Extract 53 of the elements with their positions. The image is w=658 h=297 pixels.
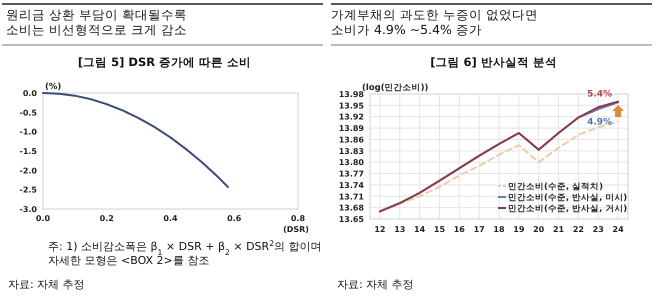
legend-label: 민간소비(수준, 반사실, 미시) bbox=[508, 193, 628, 203]
y-tick-label: 13.89 bbox=[338, 124, 364, 134]
chart-subtitle: 가계부채의 과도한 누증이 없었다면 소비가 4.9% ~5.4% 증가 bbox=[331, 7, 538, 37]
y-tick-label: 13.86 bbox=[338, 135, 364, 144]
y-tick-label: -2.0 bbox=[20, 166, 38, 176]
x-axis-title: (DSR) bbox=[283, 225, 309, 234]
x-tick-label: 0.8 bbox=[290, 214, 306, 223]
y-axis-title: (log(민간소비)) bbox=[362, 83, 428, 93]
y-tick-label: 13.65 bbox=[338, 215, 364, 224]
y-tick-label: 13.74 bbox=[338, 180, 364, 190]
x-tick-label: 17 bbox=[474, 225, 485, 234]
y-tick-label: -2.5 bbox=[20, 186, 38, 195]
y-tick-label: 13.92 bbox=[338, 112, 364, 122]
chart-title: [그림 6] 반사실적 분석 bbox=[430, 55, 557, 69]
x-tick-label: 20 bbox=[533, 225, 545, 234]
x-tick-label: 15 bbox=[434, 225, 446, 234]
y-tick-label: 13.71 bbox=[338, 192, 364, 202]
x-tick-label: 0.0 bbox=[36, 214, 51, 223]
y-tick-label: 13.80 bbox=[338, 158, 364, 168]
y-tick-label: -1.0 bbox=[20, 128, 38, 137]
line-series bbox=[42, 92, 229, 188]
x-tick-label: 16 bbox=[454, 225, 466, 234]
x-tick-label: 14 bbox=[414, 225, 426, 234]
x-tick-label: 0.4 bbox=[163, 214, 178, 223]
y-tick-label: -0.5 bbox=[20, 108, 38, 118]
annotation: 5.4% bbox=[587, 90, 612, 100]
chart-subtitle: 원리금 상환 부담이 확대될수록 소비는 비선형적으로 크게 감소 bbox=[6, 7, 187, 37]
x-tick-label: 24 bbox=[612, 225, 624, 234]
x-tick-label: 21 bbox=[552, 225, 565, 234]
text: 자료: 자체 추정 bbox=[337, 278, 414, 291]
x-tick-label: 19 bbox=[513, 225, 525, 234]
y-tick-label: 13.98 bbox=[338, 90, 364, 99]
x-tick-label: 0.6 bbox=[227, 214, 242, 223]
y-tick-label: 0.0 bbox=[22, 89, 38, 98]
legend-label: 민간소비(수준, 실적치) bbox=[508, 182, 604, 192]
x-tick-label: 0.2 bbox=[100, 214, 114, 223]
y-tick-label: 13.95 bbox=[338, 101, 364, 110]
text: 주: 1) 소비감소폭은 β$_{1}$ × DSR + β$_{2}$ × DSR$^{2}$의 합이며 자세한 모형은 <BOX 2>를 참조 bbox=[48, 238, 322, 267]
y-tick-label: 13.68 bbox=[338, 204, 364, 213]
y-tick-label: 13.83 bbox=[338, 146, 364, 156]
x-tick-label: 18 bbox=[493, 225, 505, 234]
legend-label: 민간소비(수준, 반사실, 거시) bbox=[508, 204, 628, 214]
chart-title: [그림 5] DSR 증가에 따른 소비 bbox=[78, 55, 252, 69]
annotation: 4.9% bbox=[587, 117, 612, 128]
text: 자료: 자체 추정 bbox=[8, 278, 85, 291]
x-tick-label: 13 bbox=[394, 225, 406, 234]
y-axis-title: (%) bbox=[45, 82, 62, 92]
y-tick-label: -3.0 bbox=[20, 205, 38, 214]
y-tick-label: 13.77 bbox=[338, 170, 364, 179]
x-tick-label: 22 bbox=[572, 225, 584, 234]
x-tick-label: 12 bbox=[374, 225, 386, 234]
y-tick-label: -1.5 bbox=[20, 147, 38, 156]
x-tick-label: 23 bbox=[592, 225, 604, 234]
